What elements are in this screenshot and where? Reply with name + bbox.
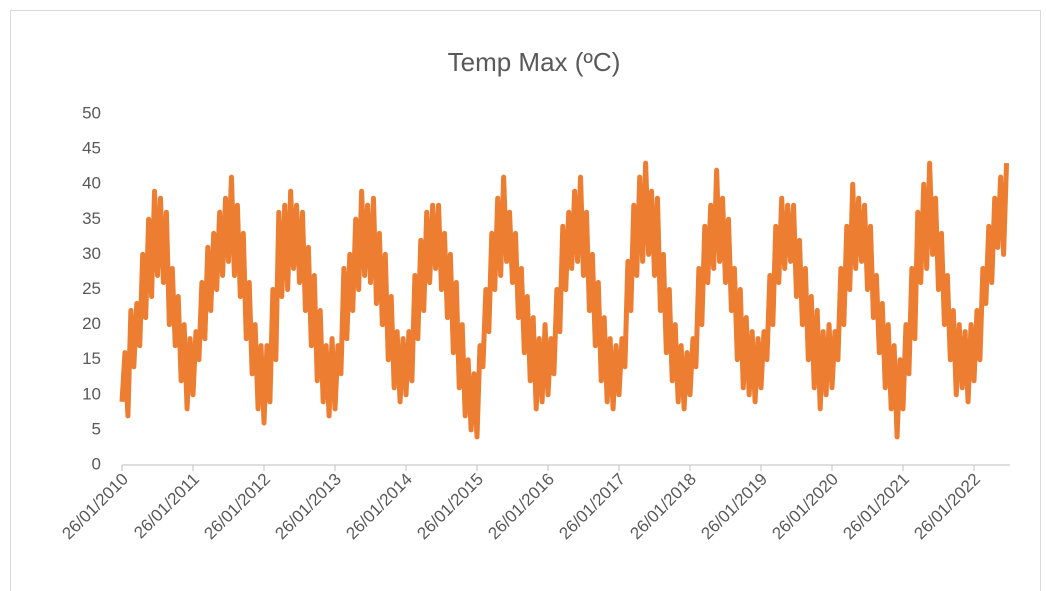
y-tick-label: 15: [82, 349, 101, 368]
y-tick-label: 50: [82, 103, 101, 122]
chart-title: Temp Max (ºC): [448, 47, 621, 77]
y-tick-label: 5: [92, 419, 101, 438]
y-tick-label: 40: [82, 174, 101, 193]
y-tick-label: 30: [82, 244, 101, 263]
y-tick-label: 25: [82, 279, 101, 298]
y-tick-label: 0: [92, 454, 101, 473]
y-tick-label: 35: [82, 209, 101, 228]
series-line: [119, 160, 1010, 440]
y-tick-label: 20: [82, 314, 101, 333]
y-tick-label: 10: [82, 384, 101, 403]
y-tick-label: 45: [82, 139, 101, 158]
